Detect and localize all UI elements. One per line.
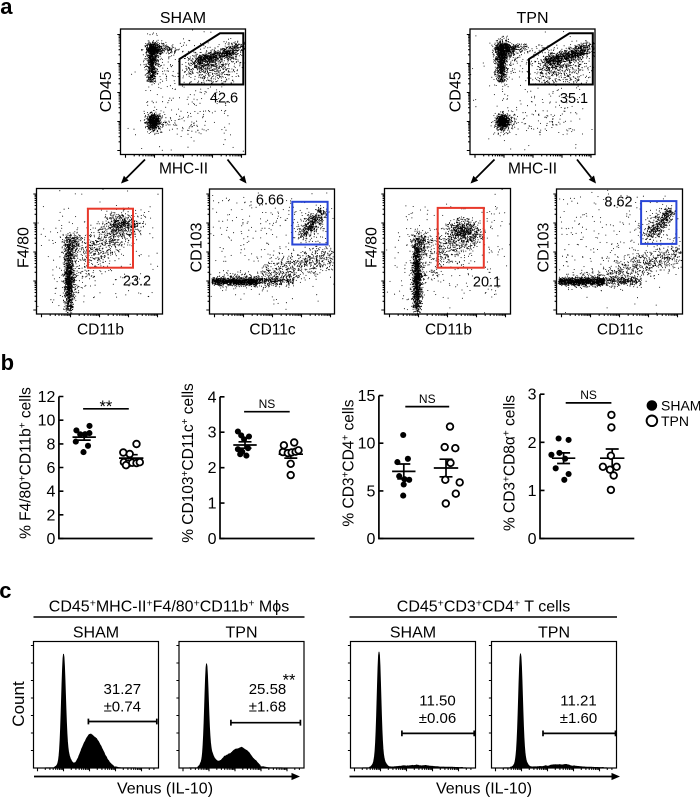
svg-text:SHAM: SHAM — [73, 625, 119, 642]
svg-text:4: 4 — [46, 484, 55, 501]
svg-text:% CD3+​CD4+​ cells: % CD3+​CD4+​ cells — [341, 399, 358, 526]
svg-text:12: 12 — [38, 389, 56, 406]
svg-text:CD103: CD103 — [536, 223, 553, 273]
svg-text:F4/80: F4/80 — [364, 227, 381, 268]
svg-text:0: 0 — [46, 531, 55, 548]
svg-text:2: 2 — [208, 460, 217, 477]
svg-text:F4/80: F4/80 — [16, 227, 33, 268]
svg-text:6.66: 6.66 — [256, 193, 284, 209]
svg-text:TPN: TPN — [661, 413, 689, 429]
svg-text:10: 10 — [38, 413, 56, 430]
svg-text:23.2: 23.2 — [123, 274, 151, 290]
svg-text:15: 15 — [358, 388, 376, 405]
svg-text:TPN: TPN — [538, 625, 570, 642]
svg-text:b: b — [1, 350, 14, 375]
svg-text:5: 5 — [366, 483, 375, 500]
svg-text:1: 1 — [528, 483, 537, 500]
svg-text:2: 2 — [46, 507, 55, 524]
svg-text:% CD103+​CD11c+​ cells: % CD103+​CD11c+​ cells — [180, 383, 197, 543]
svg-text:MHC-II: MHC-II — [508, 161, 557, 178]
svg-text:Venus (IL-10): Venus (IL-10) — [436, 781, 532, 798]
svg-text:CD11b: CD11b — [425, 322, 472, 339]
svg-text:CD45: CD45 — [448, 71, 465, 112]
svg-text:% F4/80+​CD11b+​ cells: % F4/80+​CD11b+​ cells — [18, 387, 35, 539]
svg-text:0: 0 — [528, 531, 537, 548]
svg-text:CD11c: CD11c — [249, 322, 295, 339]
svg-text:NS: NS — [259, 397, 276, 411]
svg-text:10: 10 — [358, 436, 376, 453]
svg-text:**: ** — [100, 398, 113, 416]
svg-text:1: 1 — [208, 496, 217, 513]
svg-text:42.6: 42.6 — [210, 91, 238, 107]
svg-text:CD45: CD45 — [98, 71, 115, 112]
svg-text:±1.68: ±1.68 — [249, 699, 286, 716]
svg-text:3: 3 — [528, 387, 537, 404]
svg-text:SHAM: SHAM — [160, 10, 206, 27]
svg-text:CD45+​CD3+​CD4+​ T cells: CD45+​CD3+​CD4+​ T cells — [397, 598, 570, 616]
svg-text:31.27: 31.27 — [104, 681, 142, 698]
svg-text:2: 2 — [528, 435, 537, 452]
svg-text:11.21: 11.21 — [560, 692, 596, 709]
svg-text:Count: Count — [9, 681, 28, 727]
svg-text:±1.60: ±1.60 — [560, 710, 597, 727]
svg-text:TPN: TPN — [226, 625, 258, 642]
svg-text:NS: NS — [580, 388, 597, 402]
svg-text:20.1: 20.1 — [473, 275, 501, 291]
svg-text:0: 0 — [208, 531, 217, 548]
svg-text:0: 0 — [366, 531, 375, 548]
svg-text:MHC-II: MHC-II — [159, 161, 208, 178]
svg-text:% CD3+​CD8α+​ cells: % CD3+​CD8α+​ cells — [502, 395, 519, 531]
svg-text:c: c — [0, 578, 11, 603]
svg-text:CD103: CD103 — [189, 223, 206, 273]
svg-text:CD11c: CD11c — [597, 322, 643, 339]
svg-text:Venus (IL-10): Venus (IL-10) — [117, 781, 213, 798]
svg-text:4: 4 — [208, 389, 217, 406]
svg-text:±0.06: ±0.06 — [419, 710, 456, 727]
svg-text:SHAM: SHAM — [390, 625, 436, 642]
svg-text:±0.74: ±0.74 — [104, 699, 141, 716]
svg-text:a: a — [0, 0, 13, 19]
svg-text:25.58: 25.58 — [249, 681, 287, 698]
svg-text:NS: NS — [419, 392, 436, 406]
svg-text:8.62: 8.62 — [604, 195, 632, 211]
svg-text:3: 3 — [208, 425, 217, 442]
svg-text:SHAM: SHAM — [661, 397, 700, 413]
svg-text:11.50: 11.50 — [419, 692, 455, 709]
svg-text:6: 6 — [46, 460, 55, 477]
svg-text:35.1: 35.1 — [560, 91, 588, 107]
svg-text:8: 8 — [46, 436, 55, 453]
svg-text:CD45+​MHC-II+​F4/80+​CD11b+​ M: CD45+​MHC-II+​F4/80+​CD11b+​ Mϕs — [49, 598, 289, 616]
svg-text:TPN: TPN — [517, 10, 549, 27]
svg-text:**: ** — [283, 672, 296, 690]
svg-text:CD11b: CD11b — [77, 322, 124, 339]
